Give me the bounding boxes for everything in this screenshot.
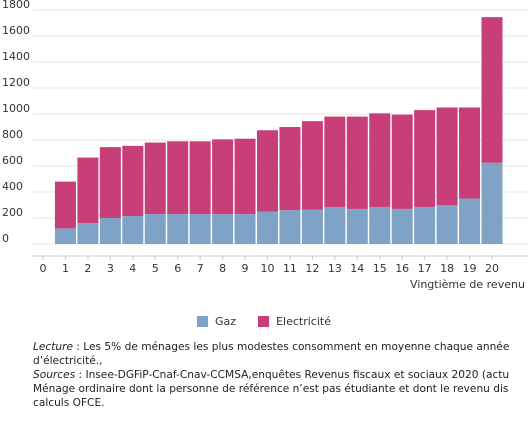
bar-gaz-6[interactable] <box>167 214 189 244</box>
bar-gaz-4[interactable] <box>122 216 144 244</box>
bar-gaz-1[interactable] <box>54 228 76 244</box>
bar-electricit-4[interactable] <box>122 145 144 217</box>
bar-gaz-5[interactable] <box>144 214 166 244</box>
lecture-label: Lecture <box>33 341 73 353</box>
x-tick-label: 15 <box>373 262 387 275</box>
legend-label-gaz: Gaz <box>215 314 237 328</box>
y-tick-label: 0 <box>2 232 9 245</box>
x-tick-label: 20 <box>485 262 499 275</box>
bar-electricit-5[interactable] <box>144 142 166 215</box>
legend-swatch-electricite <box>258 315 270 327</box>
y-tick-label: 1600 <box>2 24 30 37</box>
x-tick-label: 1 <box>62 262 69 275</box>
bars <box>54 17 503 245</box>
x-tick-label: 18 <box>440 262 454 275</box>
bar-gaz-7[interactable] <box>189 214 211 244</box>
bar-electricit-18[interactable] <box>436 107 458 206</box>
bar-electricit-11[interactable] <box>279 127 301 211</box>
x-tick-label: 16 <box>395 262 409 275</box>
bar-gaz-13[interactable] <box>324 206 346 244</box>
bar-gaz-8[interactable] <box>212 214 234 244</box>
x-tick-label: 0 <box>40 262 47 275</box>
bar-gaz-18[interactable] <box>436 205 458 244</box>
x-axis-label: Vingtième de revenu <box>410 278 525 291</box>
menage-line: Ménage ordinaire dont la personne de réf… <box>33 383 509 395</box>
y-tick-label: 1200 <box>2 76 30 89</box>
sources-text: : Insee-DGFiP-Cnaf-Cnav-CCMSA,enquêtes R… <box>75 369 510 381</box>
bar-gaz-19[interactable] <box>459 198 481 245</box>
bar-electricit-15[interactable] <box>369 113 391 207</box>
bar-gaz-3[interactable] <box>99 218 121 244</box>
bar-gaz-16[interactable] <box>391 208 413 244</box>
legend-swatch-gaz <box>197 315 209 327</box>
x-tick-label: 2 <box>84 262 91 275</box>
bar-gaz-14[interactable] <box>346 208 368 244</box>
bar-electricit-16[interactable] <box>391 114 413 209</box>
x-tick-label: 5 <box>152 262 159 275</box>
legend-label-electricite: Electricité <box>276 314 331 328</box>
bar-electricit-8[interactable] <box>212 139 234 215</box>
lecture-line: Lecture : Les 5% de ménages les plus mod… <box>33 340 528 354</box>
y-axis-ticks: 0 200 400 600 800 1000 1200 1400 1600 1800 <box>2 0 30 245</box>
bar-gaz-20[interactable] <box>481 162 503 244</box>
x-tick-label: 4 <box>129 262 136 275</box>
bar-gaz-9[interactable] <box>234 214 256 244</box>
y-tick-label: 400 <box>2 180 23 193</box>
bar-gaz-12[interactable] <box>301 209 323 244</box>
bar-gaz-15[interactable] <box>369 206 391 244</box>
sources-label: Sources <box>33 369 76 381</box>
x-tick-label: 10 <box>261 262 275 275</box>
bar-electricit-12[interactable] <box>301 121 323 210</box>
y-tick-label: 1800 <box>2 0 30 11</box>
legend-item-electricite[interactable]: Electricité <box>258 315 331 328</box>
sources-line: Sources : Insee-DGFiP-Cnaf-Cnav-CCMSA,en… <box>33 368 528 382</box>
x-tick-label: 7 <box>197 262 204 275</box>
bar-electricit-7[interactable] <box>189 141 211 215</box>
calculs-line: calculs OFCE. <box>33 397 105 409</box>
bar-electricit-6[interactable] <box>167 141 189 215</box>
bar-electricit-1[interactable] <box>54 181 76 229</box>
x-tick-label: 12 <box>305 262 319 275</box>
chart-notes: Lecture : Les 5% de ménages les plus mod… <box>33 340 528 410</box>
bar-electricit-10[interactable] <box>257 130 278 212</box>
x-tick-label: 3 <box>107 262 114 275</box>
lecture-line-2: d’électricité., <box>33 355 103 367</box>
x-tick-label: 8 <box>219 262 226 275</box>
y-tick-label: 800 <box>2 128 23 141</box>
bar-electricit-9[interactable] <box>234 138 256 215</box>
y-tick-label: 1000 <box>2 102 30 115</box>
x-tick-label: 13 <box>328 262 342 275</box>
x-tick-label: 6 <box>174 262 181 275</box>
x-axis-ticks: 0 1 2 3 4 5 6 7 8 9 10 11 12 13 14 15 16 17 18 19 20 <box>40 256 499 275</box>
x-tick-label: 9 <box>242 262 249 275</box>
legend-item-gaz[interactable]: Gaz <box>197 315 236 328</box>
bar-gaz-17[interactable] <box>414 206 436 244</box>
x-tick-label: 17 <box>418 262 432 275</box>
bar-electricit-19[interactable] <box>459 107 481 199</box>
bar-electricit-13[interactable] <box>324 116 346 207</box>
x-tick-label: 19 <box>463 262 477 275</box>
y-tick-label: 1400 <box>2 50 30 63</box>
bar-electricit-14[interactable] <box>346 116 368 209</box>
bar-gaz-2[interactable] <box>77 223 99 244</box>
x-tick-label: 11 <box>283 262 297 275</box>
lecture-text: : Les 5% de ménages les plus modestes co… <box>73 341 510 353</box>
bar-gaz-11[interactable] <box>279 210 301 244</box>
bar-electricit-20[interactable] <box>481 17 503 163</box>
bar-electricit-3[interactable] <box>99 147 121 218</box>
legend: Gaz Electricité <box>0 312 528 330</box>
y-tick-label: 600 <box>2 154 23 167</box>
y-tick-label: 200 <box>2 206 23 219</box>
bar-electricit-17[interactable] <box>414 110 436 207</box>
x-tick-label: 14 <box>350 262 364 275</box>
bar-electricit-2[interactable] <box>77 157 99 224</box>
bar-gaz-10[interactable] <box>257 211 278 245</box>
